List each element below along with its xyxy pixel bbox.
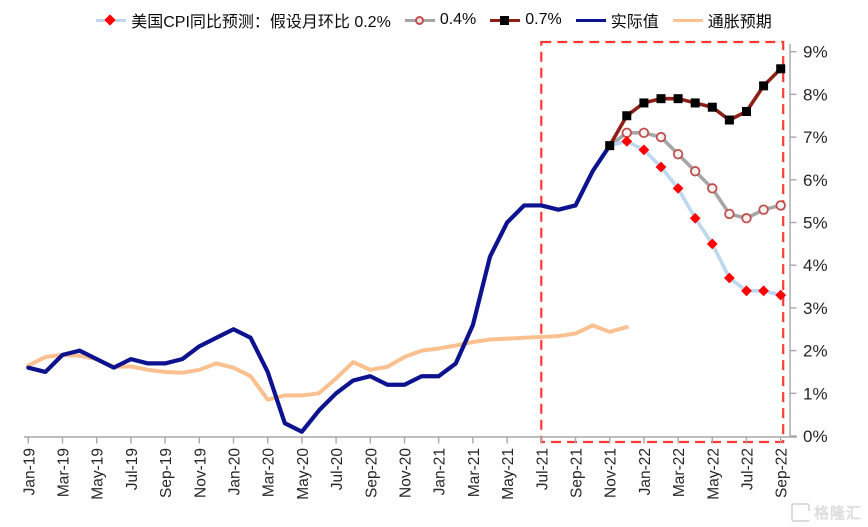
marker-square-f07 <box>742 106 751 116</box>
watermark-text: 格隆汇 <box>813 505 862 522</box>
legend-label: 实际值 <box>610 14 659 31</box>
x-axis-tick-label: Sep-19 <box>158 448 175 498</box>
marker-square-f07 <box>656 94 666 104</box>
marker-diamond-f02 <box>775 289 787 301</box>
legend-label: 美国CPI同比预测：假设月环比 0.2% <box>131 14 391 31</box>
legend-item-forecast-0.7: 0.7% <box>490 11 562 29</box>
series-line-actual <box>26 143 612 434</box>
legend-item-forecast-0.4: 0.4% <box>404 11 477 29</box>
forecast-0.7-marker-icon <box>490 15 521 25</box>
marker-square-f07 <box>724 115 734 125</box>
marker-diamond-f02 <box>672 182 684 194</box>
forecast-0.4-marker-icon <box>404 15 435 25</box>
marker-square-f07 <box>690 98 700 108</box>
series-line-expectation <box>26 323 629 402</box>
marker-diamond-f02 <box>655 161 667 173</box>
x-axis-tick-label: Mar-19 <box>56 448 73 497</box>
x-axis-tick-label: Sep-21 <box>569 448 586 498</box>
gelonghui-logo-icon <box>790 503 811 522</box>
marker-square-f07 <box>673 94 683 104</box>
legend-label: 0.4% <box>439 11 477 28</box>
x-axis-tick-label: Jul-20 <box>329 448 346 491</box>
marker-circle-f04 <box>621 127 633 139</box>
x-axis-tick-label: May-20 <box>295 448 312 500</box>
x-axis-tick-label: Jan-19 <box>21 448 38 495</box>
marker-circle-f04 <box>758 204 769 215</box>
x-axis-tick-label: May-21 <box>500 448 517 500</box>
x-axis-tick-label: Nov-19 <box>192 448 209 498</box>
marker-diamond-f02 <box>638 144 650 156</box>
x-axis-tick-label: Jul-19 <box>124 448 141 490</box>
marker-diamond-f02 <box>741 285 752 297</box>
legend-item-forecast-0.2: 美国CPI同比预测：假设月环比 0.2% <box>96 8 391 32</box>
marker-circle-f04 <box>775 200 786 211</box>
marker-square-f07 <box>622 111 632 121</box>
marker-square-f07 <box>707 102 717 112</box>
marker-square-f07 <box>759 81 769 91</box>
x-axis-tick-label: Nov-20 <box>398 448 415 498</box>
diamond-icon <box>104 14 116 26</box>
y-axis-tick-label: 3% <box>803 299 828 318</box>
x-axis-tick-label: May-19 <box>90 448 107 500</box>
y-axis-tick-label: 6% <box>803 171 828 190</box>
forecast-highlight-box <box>540 40 785 444</box>
x-axis-tick-label: Mar-21 <box>466 448 483 497</box>
x-axis-tick-label: Jul-21 <box>534 448 551 490</box>
x-axis-tick-label: Sep-22 <box>774 448 791 498</box>
x-axis-tick-label: Jan-20 <box>227 448 244 496</box>
marker-diamond-f02 <box>621 135 633 147</box>
x-axis-tick-label: Sep-20 <box>363 448 380 498</box>
marker-circle-f04 <box>655 131 667 143</box>
x-axis-tick-label: Nov-21 <box>603 448 620 498</box>
marker-diamond-f02 <box>758 285 769 297</box>
marker-diamond-f02 <box>724 272 735 284</box>
y-axis-tick-label: 4% <box>803 256 828 275</box>
y-axis-tick-label: 1% <box>803 384 828 403</box>
marker-square-f07 <box>605 141 615 151</box>
x-axis-tick-label: Mar-20 <box>261 448 278 497</box>
y-axis-tick-label: 8% <box>803 85 828 104</box>
marker-square-f07 <box>639 98 649 108</box>
marker-circle-f04 <box>724 208 735 220</box>
marker-circle-f04 <box>638 127 650 139</box>
y-axis-tick-label: 5% <box>803 214 828 233</box>
x-axis-tick-label: Jan-21 <box>432 448 449 495</box>
legend-label: 通胀预期 <box>707 14 772 31</box>
marker-circle-f04 <box>690 166 701 177</box>
y-axis-tick-label: 2% <box>803 342 828 361</box>
legend-item-actual: 实际值 <box>575 8 659 32</box>
legend-label: 0.7% <box>525 11 562 28</box>
x-axis-tick-label: Jan-22 <box>637 448 654 495</box>
chart-legend: 美国CPI同比预测：假设月环比 0.2% 0.4% 0.7% 实际值 通胀预期 <box>0 8 868 32</box>
marker-circle-f04 <box>707 183 718 194</box>
x-axis-tick-label: Mar-22 <box>671 448 688 497</box>
marker-square-f07 <box>776 64 786 74</box>
forecast-0.2-marker-icon <box>96 14 127 26</box>
y-axis-tick-label: 0% <box>803 427 828 446</box>
y-axis-tick-label: 7% <box>803 128 828 147</box>
marker-circle-f04 <box>741 213 752 224</box>
expectation-line-icon <box>672 15 703 25</box>
y-axis-tick-label: 9% <box>803 43 828 62</box>
watermark: 格隆汇 <box>790 502 862 523</box>
x-axis-tick-label: Jul-22 <box>740 448 757 490</box>
marker-diamond-f02 <box>689 212 701 224</box>
legend-item-expectation: 通胀预期 <box>672 8 772 32</box>
square-icon <box>500 15 510 25</box>
x-axis-tick-label: May-22 <box>705 448 722 500</box>
circle-icon <box>414 15 424 25</box>
actual-line-icon <box>575 15 606 25</box>
marker-diamond-f02 <box>706 238 718 250</box>
marker-circle-f04 <box>672 148 684 160</box>
